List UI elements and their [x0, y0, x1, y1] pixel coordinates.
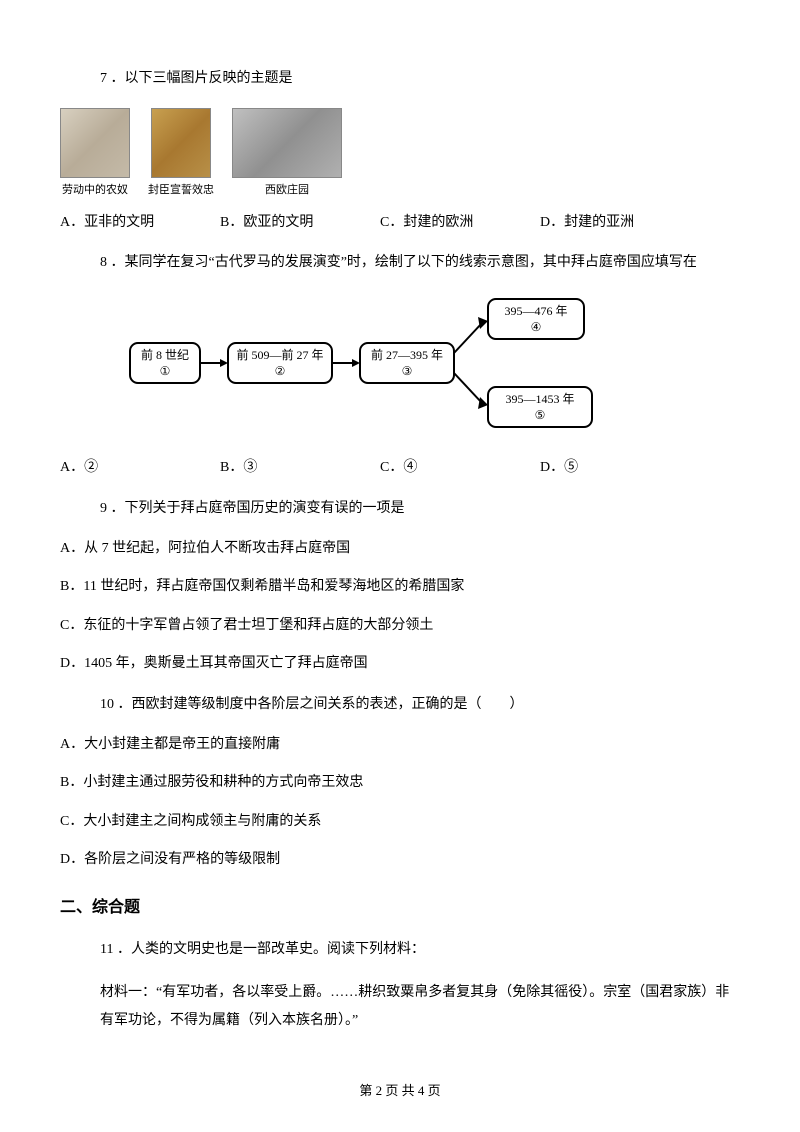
q8-box5-bottom: ⑤ — [535, 408, 546, 422]
q8-box1-top: 前 8 世纪 — [141, 347, 189, 362]
q8-box4-bottom: ④ — [531, 320, 542, 334]
q10-option-d: D．各阶层之间没有严格的等级限制 — [60, 849, 740, 871]
q8-choice-a: A．② — [60, 457, 220, 479]
q10-option-a: A．大小封建主都是帝王的直接附庸 — [60, 734, 740, 756]
q7-img-2-placeholder — [151, 108, 211, 178]
q8-diagram-svg: 前 8 世纪 ① 前 509—前 27 年 ② 前 27—395 年 ③ 395… — [120, 293, 600, 433]
section-2-title: 二、综合题 — [60, 895, 740, 921]
q7-choice-a: A．亚非的文明 — [60, 212, 220, 234]
q8-choice-c: C．④ — [380, 457, 540, 479]
q7-caption-2: 封臣宣誓效忠 — [148, 182, 214, 200]
q8-diagram: 前 8 世纪 ① 前 509—前 27 年 ② 前 27—395 年 ③ 395… — [120, 293, 740, 441]
q11-material-1: 材料一：“有军功者，各以率受上爵。……耕织致粟帛多者复其身（免除其徭役）。宗室（… — [100, 979, 740, 1035]
q8-choice-d: D．⑤ — [540, 457, 700, 479]
page-footer: 第 2 页 共 4 页 — [0, 1081, 800, 1102]
q7-choice-c: C．封建的欧洲 — [380, 212, 540, 234]
q7-choice-b: B．欧亚的文明 — [220, 212, 380, 234]
q7-image-2: 封臣宣誓效忠 — [148, 108, 214, 200]
q9-stem: 9 ．下列关于拜占庭帝国历史的演变有误的一项是 — [100, 498, 740, 520]
q9-option-b: B．11 世纪时，拜占庭帝国仅剩希腊半岛和爱琴海地区的希腊国家 — [60, 576, 740, 598]
q8-box2-bottom: ② — [275, 364, 286, 378]
q7-caption-3: 西欧庄园 — [265, 182, 309, 200]
q7-stem: 7 ．以下三幅图片反映的主题是 — [100, 68, 740, 90]
q7-images: 劳动中的农奴 封臣宣誓效忠 西欧庄园 — [60, 108, 740, 200]
q7-img-1-placeholder — [60, 108, 130, 178]
q8-box1-bottom: ① — [160, 364, 171, 378]
q7-image-1: 劳动中的农奴 — [60, 108, 130, 200]
q7-choices: A．亚非的文明 B．欧亚的文明 C．封建的欧洲 D．封建的亚洲 — [60, 212, 740, 234]
q8-box2-top: 前 509—前 27 年 — [236, 347, 323, 362]
q7-image-3: 西欧庄园 — [232, 108, 342, 200]
q8-box4-top: 395—476 年 — [504, 304, 567, 318]
q8-choice-b: B．③ — [220, 457, 380, 479]
q9-option-d: D．1405 年，奥斯曼土耳其帝国灭亡了拜占庭帝国 — [60, 653, 740, 675]
q9-option-c: C．东征的十字军曾占领了君士坦丁堡和拜占庭的大部分领土 — [60, 615, 740, 637]
q8-stem: 8 ．某同学在复习“古代罗马的发展演变”时，绘制了以下的线索示意图，其中拜占庭帝… — [100, 252, 740, 274]
q9-option-a: A．从 7 世纪起，阿拉伯人不断攻击拜占庭帝国 — [60, 538, 740, 560]
q10-option-b: B．小封建主通过服劳役和耕种的方式向帝王效忠 — [60, 772, 740, 794]
q7-choice-d: D．封建的亚洲 — [540, 212, 700, 234]
q8-box3-top: 前 27—395 年 — [371, 347, 443, 362]
q8-box5-top: 395—1453 年 — [505, 392, 574, 406]
q8-choices: A．② B．③ C．④ D．⑤ — [60, 457, 740, 479]
q7-img-3-placeholder — [232, 108, 342, 178]
q11-stem: 11 ．人类的文明史也是一部改革史。阅读下列材料： — [100, 939, 740, 961]
q8-box3-bottom: ③ — [402, 364, 413, 378]
q7-caption-1: 劳动中的农奴 — [62, 182, 128, 200]
q10-option-c: C．大小封建主之间构成领主与附庸的关系 — [60, 811, 740, 833]
q10-stem: 10 ．西欧封建等级制度中各阶层之间关系的表述，正确的是（ ） — [100, 694, 740, 716]
